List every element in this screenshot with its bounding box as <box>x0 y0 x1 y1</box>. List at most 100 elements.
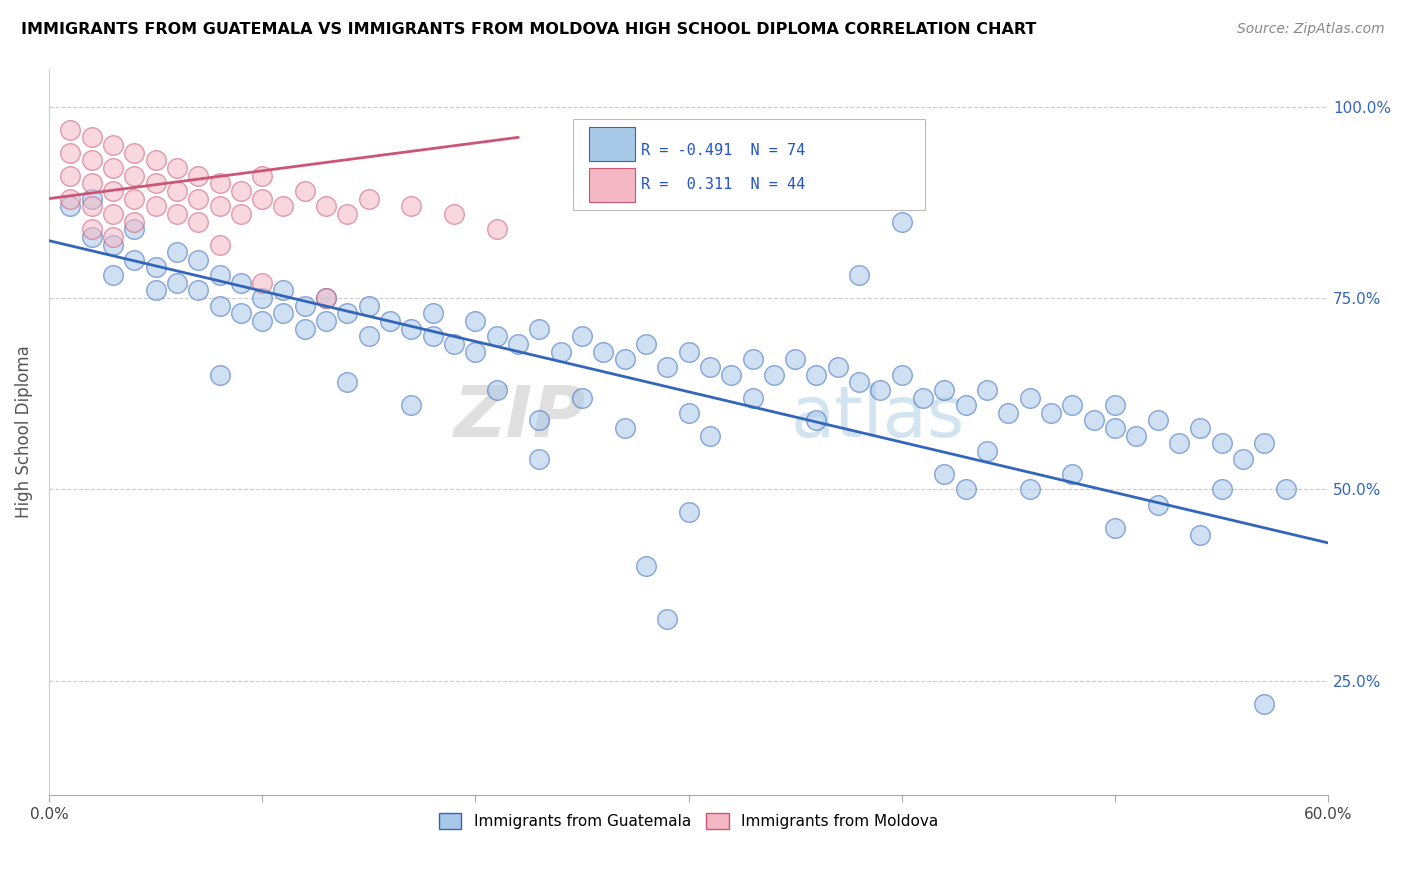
Point <box>1211 436 1233 450</box>
Point <box>208 268 231 282</box>
Point <box>1104 520 1126 534</box>
Point <box>59 169 82 183</box>
Point <box>464 344 486 359</box>
Point <box>613 352 636 367</box>
Point <box>699 429 721 443</box>
Point <box>294 321 316 335</box>
Point <box>101 184 124 198</box>
Point <box>1189 528 1212 542</box>
Point <box>229 306 252 320</box>
Point <box>1274 483 1296 497</box>
Point <box>122 252 145 267</box>
Point <box>122 214 145 228</box>
Point <box>848 268 870 282</box>
Point <box>315 291 337 305</box>
Point <box>1104 421 1126 435</box>
Point <box>720 368 742 382</box>
Point <box>101 161 124 175</box>
Legend: Immigrants from Guatemala, Immigrants from Moldova: Immigrants from Guatemala, Immigrants fr… <box>433 806 945 835</box>
Point <box>357 192 380 206</box>
FancyBboxPatch shape <box>589 128 636 161</box>
Point <box>101 207 124 221</box>
Point <box>741 391 763 405</box>
Point <box>1018 483 1040 497</box>
Point <box>336 207 359 221</box>
Point <box>657 359 679 374</box>
Point <box>1146 413 1168 427</box>
Point <box>678 406 700 420</box>
FancyBboxPatch shape <box>574 120 925 211</box>
Point <box>1104 398 1126 412</box>
Point <box>80 176 103 190</box>
Point <box>208 299 231 313</box>
Point <box>80 230 103 244</box>
Point <box>336 306 359 320</box>
Point <box>1211 483 1233 497</box>
Point <box>250 314 273 328</box>
Point <box>699 359 721 374</box>
Point <box>1253 697 1275 711</box>
Point <box>1167 436 1189 450</box>
Point <box>401 398 423 412</box>
Point <box>976 383 998 397</box>
Point <box>1125 429 1147 443</box>
Point <box>678 505 700 519</box>
Point <box>122 222 145 236</box>
Point <box>634 558 657 573</box>
Point <box>997 406 1019 420</box>
Point <box>80 222 103 236</box>
Point <box>357 329 380 343</box>
Point <box>678 344 700 359</box>
Point <box>187 214 209 228</box>
Text: R = -0.491  N = 74: R = -0.491 N = 74 <box>641 143 806 158</box>
Point <box>869 383 891 397</box>
Point <box>550 344 572 359</box>
Point <box>101 268 124 282</box>
Point <box>229 207 252 221</box>
Point <box>294 184 316 198</box>
Point <box>890 214 912 228</box>
Point <box>529 321 551 335</box>
Point <box>378 314 401 328</box>
Point <box>443 207 465 221</box>
Point <box>1062 467 1084 481</box>
Point <box>571 329 593 343</box>
Point <box>741 352 763 367</box>
Point <box>1189 421 1212 435</box>
Point <box>250 192 273 206</box>
Point <box>485 329 508 343</box>
Point <box>315 314 337 328</box>
Point <box>806 413 828 427</box>
Point <box>1018 391 1040 405</box>
Point <box>187 252 209 267</box>
Point <box>166 276 188 290</box>
Point <box>422 329 444 343</box>
Point <box>59 199 82 213</box>
Point <box>485 383 508 397</box>
Point <box>187 192 209 206</box>
Text: R =  0.311  N = 44: R = 0.311 N = 44 <box>641 178 806 193</box>
Point <box>166 245 188 260</box>
Point <box>80 199 103 213</box>
Point <box>1040 406 1063 420</box>
Point <box>485 222 508 236</box>
Point <box>145 284 167 298</box>
Point <box>122 145 145 160</box>
Point <box>315 291 337 305</box>
Point <box>101 237 124 252</box>
Point <box>571 391 593 405</box>
Point <box>145 260 167 275</box>
Point <box>229 276 252 290</box>
Point <box>166 207 188 221</box>
Point <box>315 199 337 213</box>
Point <box>529 451 551 466</box>
Point <box>208 368 231 382</box>
Point <box>1062 398 1084 412</box>
Point <box>80 153 103 168</box>
Point <box>934 383 956 397</box>
Point <box>634 337 657 351</box>
Point <box>145 199 167 213</box>
Point <box>848 376 870 390</box>
Point <box>912 391 935 405</box>
Text: IMMIGRANTS FROM GUATEMALA VS IMMIGRANTS FROM MOLDOVA HIGH SCHOOL DIPLOMA CORRELA: IMMIGRANTS FROM GUATEMALA VS IMMIGRANTS … <box>21 22 1036 37</box>
